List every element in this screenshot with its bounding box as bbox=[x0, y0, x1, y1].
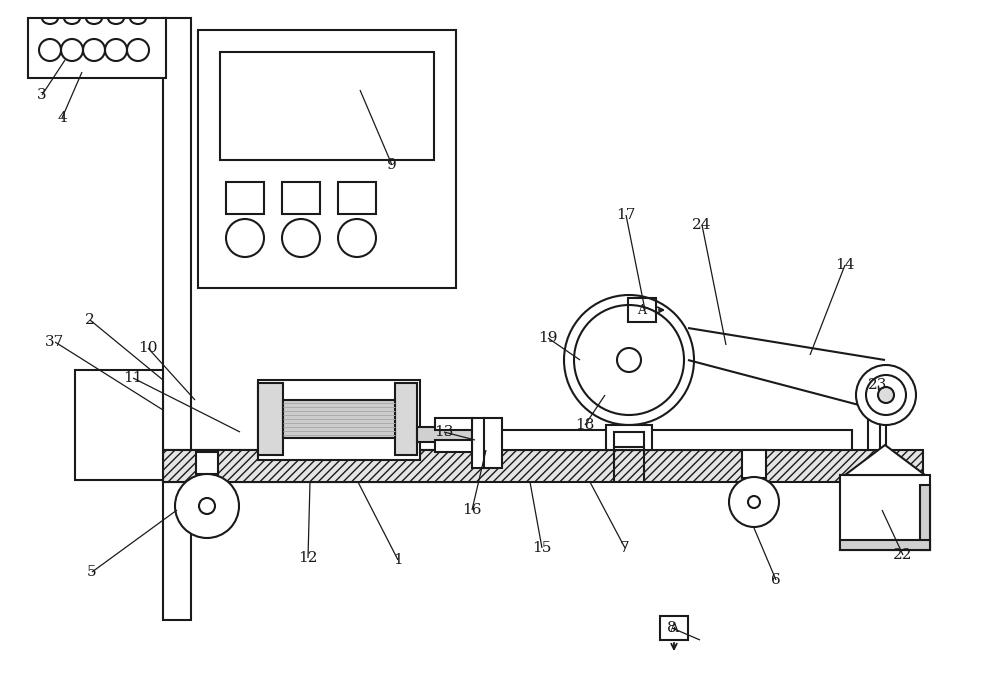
Text: 9: 9 bbox=[387, 158, 397, 172]
Bar bbox=[258, 380, 420, 460]
Bar bbox=[606, 425, 652, 450]
Bar bbox=[220, 52, 434, 160]
Circle shape bbox=[226, 219, 264, 257]
Bar bbox=[660, 616, 688, 640]
Bar bbox=[163, 450, 476, 482]
Circle shape bbox=[83, 39, 105, 61]
Text: 3: 3 bbox=[37, 88, 47, 102]
Bar bbox=[472, 418, 486, 468]
Circle shape bbox=[175, 474, 239, 538]
Text: 16: 16 bbox=[462, 503, 482, 517]
Bar bbox=[395, 383, 417, 455]
Text: 12: 12 bbox=[298, 551, 318, 565]
Bar bbox=[868, 385, 880, 450]
Circle shape bbox=[729, 477, 779, 527]
Text: 13: 13 bbox=[434, 425, 454, 439]
Circle shape bbox=[127, 39, 149, 61]
Circle shape bbox=[199, 498, 215, 514]
Bar bbox=[484, 430, 852, 450]
Text: A: A bbox=[638, 303, 646, 317]
Text: A: A bbox=[670, 622, 678, 635]
Bar bbox=[226, 182, 264, 214]
Circle shape bbox=[574, 305, 684, 415]
Text: 2: 2 bbox=[85, 313, 95, 327]
Text: 19: 19 bbox=[538, 331, 558, 345]
Circle shape bbox=[338, 219, 376, 257]
Bar bbox=[840, 475, 930, 550]
Bar bbox=[163, 18, 191, 620]
Bar bbox=[163, 450, 923, 482]
Bar bbox=[28, 18, 166, 78]
Bar bbox=[75, 370, 163, 480]
Bar bbox=[258, 383, 283, 455]
Text: 22: 22 bbox=[893, 548, 913, 562]
Bar bbox=[198, 30, 456, 288]
Bar bbox=[920, 485, 930, 550]
Bar bbox=[196, 452, 218, 474]
Text: 37: 37 bbox=[45, 335, 65, 349]
Bar bbox=[435, 418, 472, 430]
Circle shape bbox=[878, 387, 894, 403]
Bar bbox=[282, 182, 320, 214]
Text: 6: 6 bbox=[771, 573, 781, 587]
Bar bbox=[435, 440, 472, 452]
Text: 1: 1 bbox=[393, 553, 403, 567]
Text: 15: 15 bbox=[532, 541, 552, 555]
Text: 4: 4 bbox=[57, 111, 67, 125]
Bar bbox=[338, 182, 376, 214]
Text: 11: 11 bbox=[123, 371, 143, 385]
Circle shape bbox=[282, 219, 320, 257]
Circle shape bbox=[105, 39, 127, 61]
Text: 8: 8 bbox=[667, 621, 677, 635]
Bar bbox=[484, 418, 502, 468]
Polygon shape bbox=[845, 445, 925, 475]
Bar bbox=[742, 450, 766, 478]
Circle shape bbox=[866, 375, 906, 415]
Circle shape bbox=[856, 365, 916, 425]
Bar bbox=[840, 540, 930, 550]
Text: 10: 10 bbox=[138, 341, 158, 355]
Bar bbox=[628, 298, 656, 322]
Circle shape bbox=[61, 39, 83, 61]
Text: 18: 18 bbox=[575, 418, 595, 432]
Text: 23: 23 bbox=[868, 378, 888, 392]
Text: 5: 5 bbox=[87, 565, 97, 579]
Text: 7: 7 bbox=[620, 541, 630, 555]
Bar bbox=[614, 432, 644, 447]
Circle shape bbox=[617, 348, 641, 372]
Circle shape bbox=[748, 496, 760, 508]
Circle shape bbox=[39, 39, 61, 61]
Bar bbox=[417, 427, 472, 442]
Text: 17: 17 bbox=[616, 208, 636, 222]
Text: 24: 24 bbox=[692, 218, 712, 232]
Text: 14: 14 bbox=[835, 258, 855, 272]
Circle shape bbox=[564, 295, 694, 425]
Bar bbox=[283, 400, 395, 438]
